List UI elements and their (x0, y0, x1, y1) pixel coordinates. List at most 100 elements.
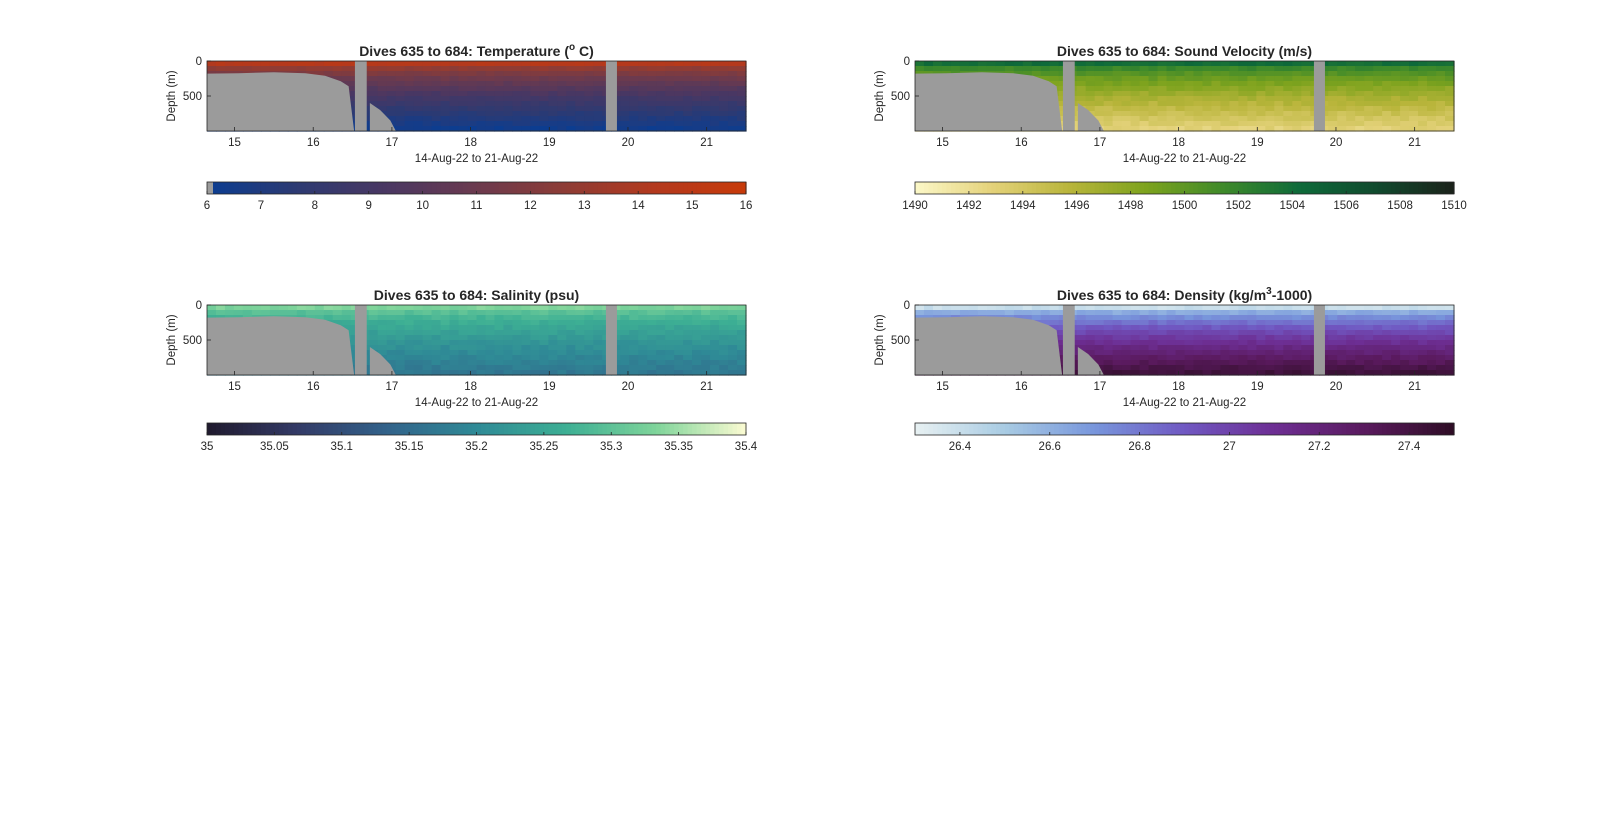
heatmap-cell (503, 370, 514, 376)
colorbar-segment (941, 423, 948, 435)
colorbar-segment (1004, 423, 1010, 435)
heatmap-cell (1427, 106, 1437, 112)
heatmap-cell (1283, 111, 1293, 117)
heatmap-cell (1328, 360, 1338, 366)
y-tick-label: 500 (183, 335, 202, 347)
heatmap-cell (647, 66, 657, 72)
heatmap-cell (476, 76, 487, 82)
heatmap-cell (1337, 71, 1347, 77)
heatmap-cell (1265, 320, 1275, 326)
heatmap-cell (1211, 101, 1222, 107)
colorbar-segment (301, 423, 307, 435)
heatmap-cell (476, 355, 487, 361)
colorbar-segment (602, 423, 608, 435)
heatmap-cell (1328, 345, 1338, 351)
colorbar-segment (382, 182, 388, 194)
heatmap-cell (923, 61, 934, 67)
heatmap-cell (1238, 106, 1248, 112)
heatmap-cell (692, 335, 702, 341)
heatmap-cell (1184, 315, 1195, 321)
heatmap-cell (692, 340, 702, 346)
heatmap-cell (719, 315, 729, 321)
colorbar-segment (463, 423, 469, 435)
heatmap-cell (422, 71, 433, 77)
heatmap-cell (440, 365, 451, 371)
colorbar-segment (1090, 182, 1096, 194)
heatmap-cell (494, 111, 505, 117)
heatmap-cell (1337, 350, 1347, 356)
colorbar-nodata-swatch (207, 182, 213, 194)
heatmap-cell (575, 365, 585, 371)
heatmap-cell (1175, 315, 1186, 321)
heatmap-cell (521, 71, 531, 77)
heatmap-cell (1409, 91, 1419, 97)
heatmap-cell (1094, 330, 1105, 336)
heatmap-cell (1256, 96, 1266, 102)
heatmap-cell (1400, 101, 1410, 107)
heatmap-cell (1346, 315, 1356, 321)
colorbar-segment (1386, 423, 1392, 435)
heatmap-cell (1247, 61, 1257, 67)
heatmap-cell (1292, 126, 1302, 132)
heatmap-cell (1445, 315, 1455, 321)
heatmap-cell (584, 355, 594, 361)
colorbar-segment (265, 182, 271, 194)
heatmap-cell (701, 106, 711, 112)
colorbar-segment (701, 182, 707, 194)
heatmap-cell (1328, 101, 1338, 107)
heatmap-cell (413, 76, 424, 82)
heatmap-cell (539, 325, 549, 331)
heatmap-cell (1382, 76, 1392, 82)
colorbar-segment (1112, 182, 1118, 194)
heatmap-cell (674, 86, 684, 92)
heatmap-cell (638, 86, 648, 92)
no-data-mask (207, 72, 396, 131)
heatmap-cell (503, 305, 514, 311)
heatmap-cell (431, 96, 442, 102)
heatmap-cell (557, 116, 567, 122)
heatmap-cell (1184, 81, 1195, 87)
heatmap-cell (593, 315, 603, 321)
heatmap-cell (1256, 320, 1266, 326)
x-tick-label: 15 (228, 381, 241, 393)
heatmap-cell (575, 345, 585, 351)
heatmap-cell (710, 101, 720, 107)
heatmap-cell (683, 310, 693, 316)
heatmap-cell (1256, 340, 1266, 346)
heatmap-cell (1265, 350, 1275, 356)
heatmap-cell (1292, 76, 1302, 82)
colorbar-segment (683, 182, 689, 194)
heatmap-cell (1076, 86, 1087, 92)
colorbar-segment (968, 423, 974, 435)
heatmap-cell (1328, 350, 1338, 356)
heatmap-cell (440, 121, 451, 127)
heatmap-cell (494, 116, 505, 122)
heatmap-cell (1328, 61, 1338, 67)
heatmap-cell (557, 81, 567, 87)
colorbar-segment (946, 423, 952, 435)
heatmap-cell (719, 335, 729, 341)
heatmap-cell (593, 305, 603, 311)
colorbar-segment (512, 423, 518, 435)
heatmap-cell (1427, 345, 1437, 351)
heatmap-cell (1184, 86, 1195, 92)
heatmap-cell (431, 310, 442, 316)
heatmap-cell (1301, 91, 1311, 97)
heatmap-cell (1103, 350, 1114, 356)
heatmap-cell (566, 101, 576, 107)
heatmap-cell (1094, 86, 1105, 92)
data-gap (1062, 305, 1075, 375)
heatmap-cell (1400, 76, 1410, 82)
heatmap-cell (530, 345, 540, 351)
heatmap-cell (1085, 340, 1096, 346)
heatmap-cell (620, 116, 630, 122)
heatmap-cell (1112, 310, 1123, 316)
colorbar-segment (611, 182, 617, 194)
colorbar-segment (1000, 423, 1006, 435)
heatmap-cell (710, 76, 720, 82)
colorbar-tick-label: 1504 (1280, 200, 1306, 212)
colorbar-segment (1278, 423, 1284, 435)
heatmap-cell (467, 126, 478, 132)
colorbar-segment (494, 182, 500, 194)
heatmap-cell (1418, 111, 1428, 117)
